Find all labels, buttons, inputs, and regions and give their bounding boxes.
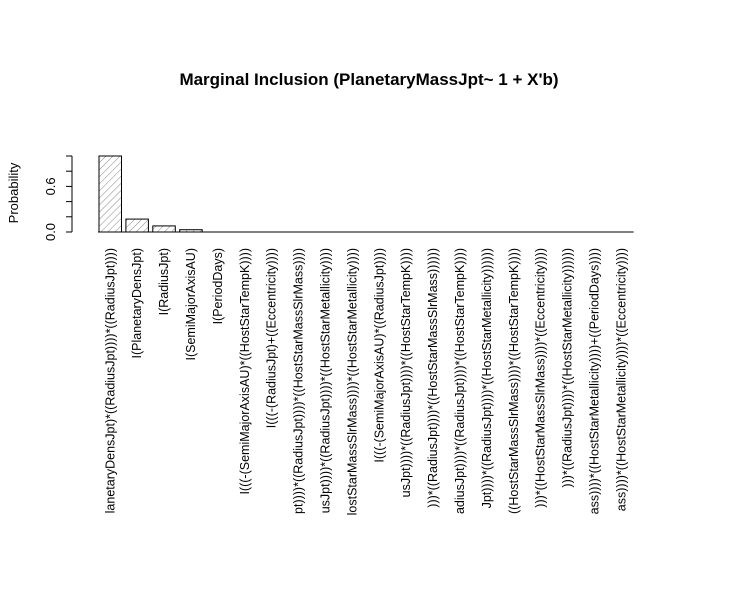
x-tick-label: )))*((RadiusJpt))))*((HostStarMetallicit… (561, 248, 575, 488)
bar (98, 155, 122, 233)
y-tick-label: 0.0 (43, 223, 58, 241)
x-tick-label: I(RadiusJpt) (157, 248, 171, 315)
x-tick-label: usJpt))))*((RadiusJpt))))*((HostStarTemp… (399, 248, 413, 497)
x-tick-label: lostStarMassSlrMass))))*((HostStarMetall… (345, 248, 359, 515)
chart-title: Marginal Inclusion (PlanetaryMassJpt~ 1 … (179, 70, 558, 89)
y-axis: 0.0 0.6 (43, 155, 73, 241)
x-tick-label: ass))))*((HostStarMetallicity))))+((Peri… (587, 248, 601, 514)
x-tick-label: usJpt))))*((RadiusJpt))))*((HostStarMeta… (318, 248, 332, 513)
x-tick-label: )))*((RadiusJpt))))*((HostStarMassSlrMas… (426, 248, 440, 508)
bar (179, 229, 203, 233)
bar (125, 218, 149, 233)
x-tick-label: I(SemiMajorAxisAU) (184, 248, 198, 361)
y-axis-label: Probability (6, 162, 21, 223)
x-tick-label: I(((-(RadiusJpt)+((Eccentricity)))) (265, 248, 279, 428)
y-tick-label: 0.6 (43, 177, 58, 195)
x-tick-label: )))*((HostStarMassSlrMass))))*((Eccentri… (534, 248, 548, 508)
x-tick-label: I(PeriodDays) (211, 248, 225, 324)
x-tick-label: ((HostStarMassSlrMass))))*((HostStarTemp… (507, 248, 521, 514)
x-tick-label: I(PlanetaryDensJpt) (130, 248, 144, 358)
x-tick-label: Jpt))))*((RadiusJpt))))*((HostStarMetall… (480, 248, 494, 508)
x-tick-label: lanetaryDensJpt)*((RadiusJpt))))*((Radiu… (103, 248, 117, 513)
x-tick-label: I(((-(SemiMajorAxisAU)*((RadiusJpt)))) (372, 248, 386, 463)
bars (98, 155, 634, 233)
x-tick-label: ass))))*((HostStarMetallicity))))*((Ecce… (614, 248, 628, 511)
category-labels: lanetaryDensJpt)*((RadiusJpt))))*((Radiu… (103, 248, 628, 515)
x-tick-label: I(((-(SemiMajorAxisAU)*((HostStarTempK))… (238, 248, 252, 495)
x-tick-label: pt))))*((RadiusJpt))))*((HostStarMassSlr… (292, 248, 306, 514)
bar (152, 225, 176, 233)
x-tick-label: adiusJpt))))*((RadiusJpt))))*((HostStarT… (453, 248, 467, 514)
